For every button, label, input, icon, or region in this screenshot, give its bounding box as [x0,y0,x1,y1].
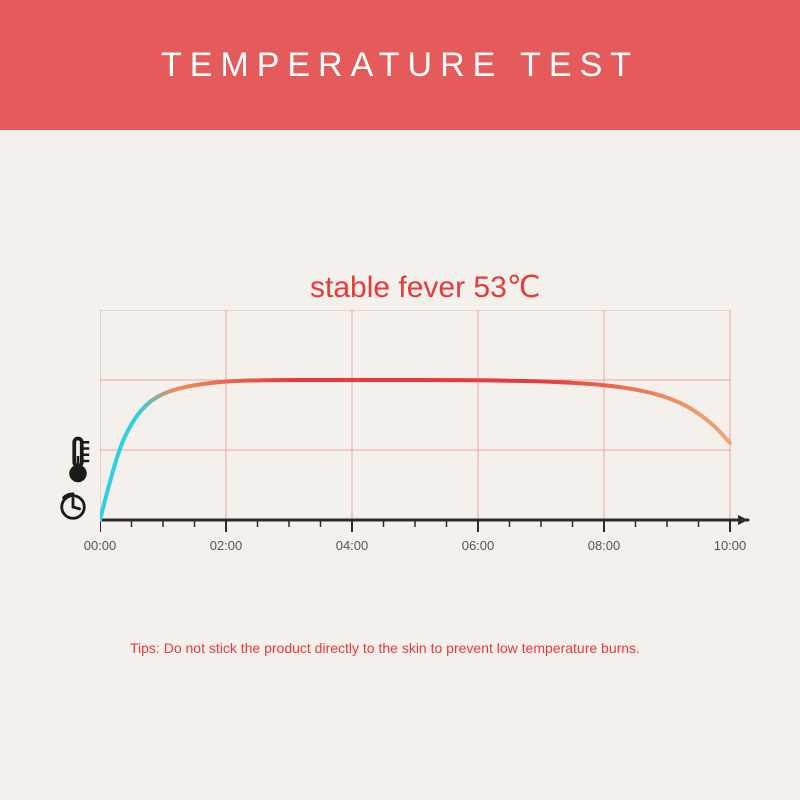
chart-annotation: stable fever 53℃ [310,270,540,305]
thermometer-icon [58,436,98,491]
temperature-chart [100,310,730,520]
tips-text: Tips: Do not stick the product directly … [130,640,640,656]
page-title: TEMPERATURE TEST [161,46,639,85]
x-tick-label: 08:00 [588,538,621,553]
x-tick-label: 02:00 [210,538,243,553]
x-tick-label: 10:00 [714,538,747,553]
x-tick-label: 04:00 [336,538,369,553]
x-tick-label: 06:00 [462,538,495,553]
x-axis-labels: 00:00 02:00 04:00 06:00 08:00 10:00 [0,538,800,558]
header-band: TEMPERATURE TEST [0,0,800,130]
content-area: stable fever 53℃ 00:00 02:00 04:00 06:00 08:… [0,130,800,800]
chart-svg [100,310,760,560]
clock-icon [58,492,88,527]
x-tick-label: 00:00 [84,538,117,553]
